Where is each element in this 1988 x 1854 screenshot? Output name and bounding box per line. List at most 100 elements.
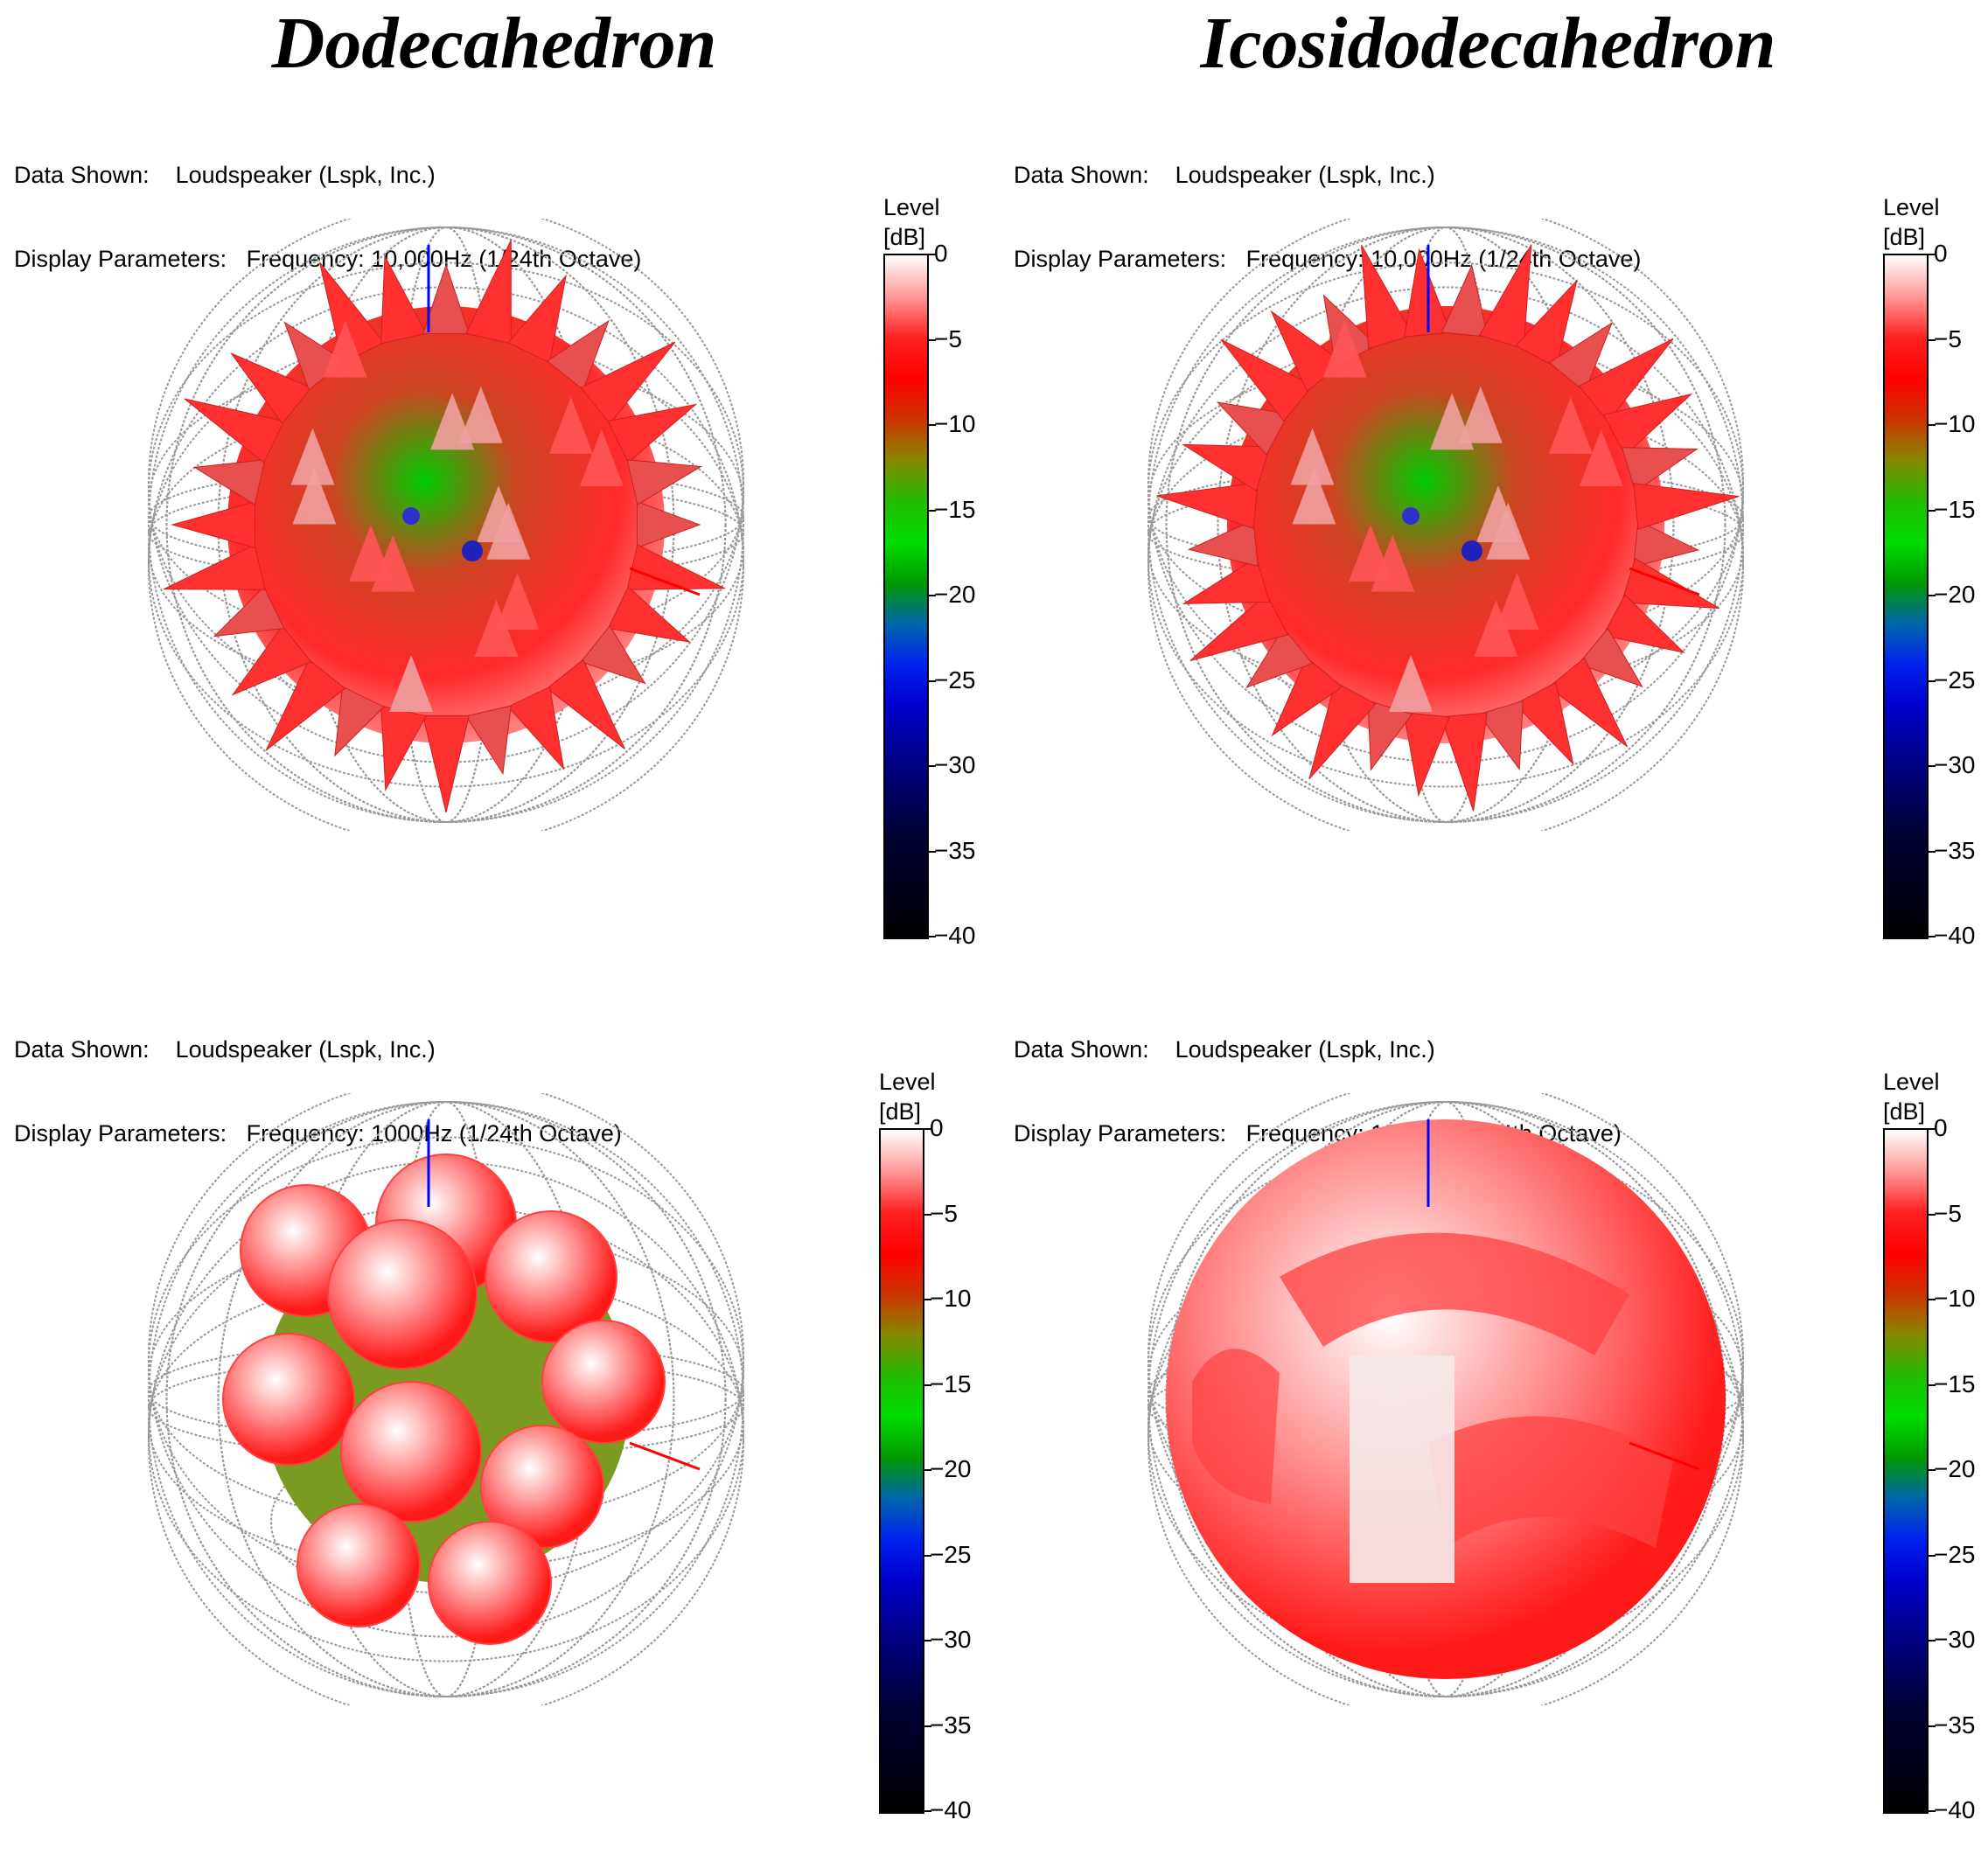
colorbar-tick-mark (1929, 1128, 1936, 1130)
colorbar-tick-mark (929, 765, 936, 767)
colorbar-title-level: Level (1883, 1069, 1940, 1095)
colorbar-tick-label: −35 (1934, 1711, 1976, 1739)
panel-icosidodecahedron-10000hz: Data Shown: Loudspeaker (Lspk, Inc.) Dis… (1000, 105, 1988, 979)
colorbar-tick-mark (1929, 1725, 1936, 1727)
colorbar-title-level: Level (1883, 194, 1940, 220)
colorbar-tick-mark (1929, 1640, 1936, 1641)
data-shown-value: Loudspeaker (Lspk, Inc.) (175, 162, 436, 188)
colorbar-tick-label: −5 (1934, 1199, 1962, 1227)
colorbar-tick-mark (924, 1128, 931, 1130)
colorbar-title: Level [dB] (1883, 1067, 1940, 1126)
colorbar-tick-label: −20 (1934, 1455, 1976, 1482)
colorbar-tick-mark (1929, 509, 1936, 512)
axis-lines (1426, 245, 1700, 596)
colorbar-tick-label: 0 (934, 240, 948, 267)
colorbar-tick-mark (929, 338, 936, 341)
colorbar-tick-label: −30 (930, 1626, 972, 1653)
colorbar-tick-label: −35 (934, 836, 976, 864)
colorbar-tick-label: −25 (1934, 1540, 1976, 1568)
title-dodecahedron: Dodecahedron (271, 3, 717, 84)
display-parameters-label: Display Parameters: (1014, 1120, 1227, 1147)
display-parameters-value: Frequency: 1000Hz (1/24th Octave) (246, 1120, 622, 1147)
colorbar-tick-mark (929, 595, 936, 596)
colorbar-title-unit: [dB] (1883, 1098, 1926, 1125)
axis-lines (427, 245, 701, 596)
balloon-plot (148, 219, 744, 831)
colorbar-tick-label: −40 (934, 922, 976, 949)
colorbar-tick-label: −35 (1934, 836, 1976, 864)
colorbar-tick-label: −10 (934, 410, 976, 437)
data-shown-value: Loudspeaker (Lspk, Inc.) (175, 1036, 436, 1063)
balloon-plot (1147, 1093, 1744, 1705)
colorbar-gradient (1883, 254, 1929, 939)
colorbar-tick-mark (929, 850, 936, 853)
colorbar-tick-mark (1929, 1213, 1936, 1216)
display-parameters-label: Display Parameters: (1014, 246, 1227, 272)
colorbar-tick-label: −20 (930, 1455, 972, 1482)
balloon-surface (1166, 1119, 1726, 1679)
colorbar-tick-label: −10 (930, 1285, 972, 1312)
colorbar-tick-mark (1929, 254, 1936, 255)
colorbar-title-unit: [dB] (883, 224, 926, 250)
colorbar-title-unit: [dB] (879, 1098, 922, 1125)
balloon-plot (148, 1093, 744, 1705)
data-shown-value: Loudspeaker (Lspk, Inc.) (1175, 1036, 1435, 1063)
colorbar-tick-mark (924, 1554, 931, 1557)
display-parameters-label: Display Parameters: (14, 1120, 227, 1147)
colorbar-tick-mark (1929, 1299, 1936, 1300)
colorbar-tick-mark (1929, 1469, 1936, 1471)
colorbar-tick-label: −20 (934, 581, 976, 608)
colorbar-tick-mark (929, 254, 936, 255)
data-shown-value: Loudspeaker (Lspk, Inc.) (1175, 162, 1435, 188)
panel-dodecahedron-1000hz: Data Shown: Loudspeaker (Lspk, Inc.) Dis… (0, 979, 988, 1854)
colorbar-tick-mark (1929, 1384, 1936, 1386)
colorbar-tick-label: −35 (930, 1711, 972, 1739)
colorbar-tick-mark (1929, 424, 1936, 426)
colorbar-gradient (879, 1128, 924, 1814)
colorbar-tick-label: −30 (1934, 1626, 1976, 1653)
colorbar-tick-label: −25 (930, 1540, 972, 1568)
colorbar-tick-label: 0 (930, 1114, 944, 1141)
colorbar-tick-label: −30 (934, 751, 976, 778)
colorbar-tick-mark (924, 1384, 931, 1386)
display-parameters-value: Frequency: 10,000Hz (1/24th Octave) (246, 246, 642, 272)
colorbar-gradient (1883, 1128, 1929, 1814)
colorbar-tick-label: −25 (1934, 666, 1976, 694)
colorbar-title-level: Level (883, 194, 940, 220)
axis-lines (1426, 1119, 1700, 1471)
colorbar-gradient (883, 254, 929, 939)
colorbar-tick-label: −20 (1934, 581, 1976, 608)
title-icosidodecahedron: Icosidodecahedron (1200, 3, 1776, 84)
colorbar-tick-label: −10 (1934, 1285, 1976, 1312)
data-shown-label: Data Shown: (1014, 162, 1149, 188)
balloon-plot (1147, 219, 1744, 831)
colorbar-tick-mark (1929, 680, 1936, 682)
colorbar-tick-mark (929, 509, 936, 512)
colorbar-tick-label: −25 (934, 666, 976, 694)
colorbar-tick-mark (929, 936, 936, 937)
panel-info: Data Shown: Loudspeaker (Lspk, Inc.) Dis… (1014, 105, 1641, 329)
colorbar-tick-mark (1929, 850, 1936, 853)
balloon-surface (222, 1154, 666, 1645)
display-parameters-label: Display Parameters: (14, 246, 227, 272)
colorbar-tick-mark (924, 1469, 931, 1471)
colorbar-tick-mark (924, 1299, 931, 1300)
colorbar-tick-mark (924, 1640, 931, 1641)
colorbar-tick-mark (1929, 765, 1936, 767)
colorbar-tick-mark (924, 1213, 931, 1216)
colorbar-tick-mark (1929, 936, 1936, 937)
colorbar-tick-label: 0 (1934, 240, 1948, 267)
colorbar-tick-label: −40 (1934, 1796, 1976, 1823)
colorbar-tick-mark (929, 424, 936, 426)
colorbar-tick-label: −40 (1934, 922, 1976, 949)
colorbar-tick-label: 0 (1934, 1114, 1948, 1141)
data-shown-label: Data Shown: (1014, 1036, 1149, 1063)
panel-info: Data Shown: Loudspeaker (Lspk, Inc.) Dis… (14, 105, 641, 329)
colorbar-tick-mark (924, 1725, 931, 1727)
colorbar-title: Level [dB] (879, 1067, 936, 1126)
colorbar-tick-label: −15 (934, 495, 976, 523)
colorbar-tick-label: −5 (930, 1199, 958, 1227)
data-shown-label: Data Shown: (14, 1036, 150, 1063)
colorbar-title: Level [dB] (1883, 192, 1940, 252)
balloon-surface (164, 240, 726, 813)
